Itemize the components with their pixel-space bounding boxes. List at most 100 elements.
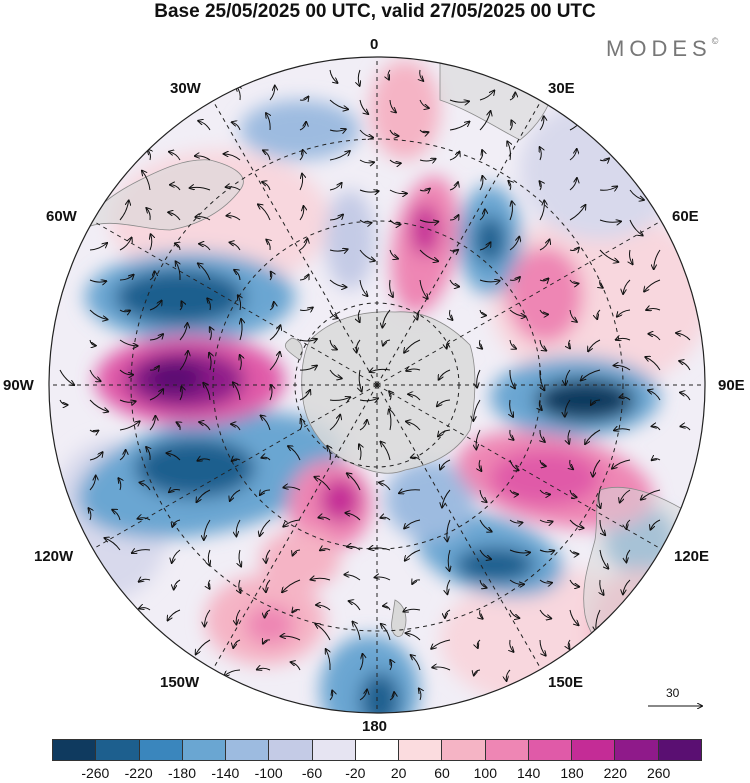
wind-vector-arrow [419, 99, 429, 108]
wind-vector-arrow [299, 339, 317, 341]
wind-vector-arrow [234, 270, 241, 281]
wind-vector-arrow [479, 579, 487, 588]
wind-vector-arrow [299, 97, 308, 101]
lon-label-120w: 120W [34, 548, 74, 565]
wind-vector-arrow [266, 579, 271, 592]
wind-vector-arrow [172, 549, 181, 563]
wind-vector-arrow [448, 549, 450, 571]
wind-vector-arrow [119, 450, 126, 461]
wind-vector-arrow [329, 129, 346, 131]
wind-vector-arrow [231, 424, 241, 431]
colorbar-swatch [614, 740, 658, 760]
wind-vector-arrow [599, 519, 605, 535]
wind-vector-arrow [539, 550, 554, 552]
meridian-line [92, 220, 378, 386]
wind-vector-arrow [569, 178, 577, 191]
wind-vector-arrow [370, 369, 391, 372]
wind-vector-arrow [419, 129, 428, 133]
wind-vector-arrow [359, 219, 371, 223]
wind-vector-arrow [89, 369, 101, 381]
wind-vector-arrow [119, 369, 133, 375]
wind-vector-arrow [405, 549, 421, 561]
wind-vector-arrow [149, 366, 159, 370]
wind-vector-arrow [299, 239, 307, 251]
wind-vector-arrow [89, 508, 91, 521]
colorbar-swatch [354, 740, 399, 760]
wind-vector-arrow [419, 689, 421, 701]
wind-vector-arrow [612, 459, 631, 469]
wind-vector-arrow [356, 339, 361, 353]
wind-vector-arrow [168, 609, 181, 620]
wind-vector-arrow [570, 459, 573, 469]
wind-vector-arrow [509, 579, 524, 584]
wind-vector-arrow [359, 279, 368, 296]
wind-vector-arrow [651, 519, 661, 530]
wind-vector-arrow [197, 459, 211, 461]
wind-vector-arrow [581, 369, 601, 380]
wind-vector-arrow [652, 426, 661, 431]
wind-vector-arrow [380, 517, 391, 521]
wind-vector-arrow [646, 309, 661, 311]
wind-vector-arrow [539, 579, 552, 583]
colorbar [52, 739, 702, 761]
wind-vector-arrow [266, 549, 271, 563]
latitude-circle [130, 138, 624, 632]
wind-vector-arrow [379, 483, 391, 491]
wind-vector-arrow [292, 609, 301, 612]
wind-vector-arrow [119, 400, 136, 402]
wind-vector-arrow [265, 609, 271, 618]
wind-vector-arrow [539, 116, 544, 131]
colorbar-swatch [398, 740, 442, 760]
wind-vector-arrow [641, 489, 661, 500]
colorbar-tick-label: 100 [473, 765, 498, 781]
wind-vector-arrow [599, 549, 608, 569]
wind-vector-arrow [299, 366, 317, 370]
wind-vector-arrow [139, 608, 151, 611]
wind-vector-arrow [479, 111, 491, 131]
wind-vector-arrow [569, 279, 578, 284]
colorbar-tick-label: 180 [560, 765, 584, 781]
wind-vector-arrow [146, 208, 150, 221]
wind-vector-arrow [680, 426, 691, 431]
wind-vector-arrow [89, 243, 107, 251]
wind-vector-arrow [445, 609, 451, 618]
wind-vector-arrow [569, 519, 584, 528]
colorbar-tick-label: -260 [81, 765, 110, 781]
reference-vector: 30 [646, 686, 706, 726]
wind-vector-arrow [404, 519, 421, 528]
wind-vector-arrow [539, 339, 546, 351]
wind-vector-arrow [479, 209, 485, 221]
wind-vector-arrow [389, 692, 394, 701]
wind-vector-arrow [326, 649, 330, 671]
wind-vector-arrow [227, 216, 241, 221]
wind-vector-arrow [480, 609, 483, 619]
wind-vector-arrow [210, 327, 212, 341]
wind-vector-arrow [569, 489, 577, 497]
wind-vector-arrow [283, 519, 301, 527]
wind-vector-arrow [539, 519, 553, 522]
wind-vector-arrow [359, 249, 375, 261]
wind-vector-arrow [89, 309, 107, 320]
wind-vector-arrow [318, 517, 331, 521]
wind-vector-arrow [569, 609, 579, 625]
colorbar-tick-label: -100 [254, 765, 283, 781]
wind-vector-arrow [149, 271, 155, 281]
wind-vector-arrow [540, 369, 544, 390]
colorbar-tick-label: 140 [516, 765, 541, 781]
meridian-line [376, 384, 542, 670]
colorbar-swatch [571, 740, 615, 760]
wind-vector-arrow [620, 397, 631, 401]
wind-vector-arrow [510, 399, 513, 417]
wind-vector-arrow [329, 339, 337, 350]
wind-vector-arrow [176, 261, 180, 281]
wind-vector-arrow [236, 519, 241, 536]
wind-vector-arrow [399, 490, 421, 494]
wind-vector-arrow [258, 204, 271, 221]
wind-vector-arrow [345, 513, 361, 521]
wind-vector-arrow [230, 489, 241, 501]
wind-vector-arrow [599, 220, 621, 222]
wind-vector-arrow [288, 446, 301, 461]
wind-vector-arrow [299, 308, 313, 311]
wind-vector-arrow [283, 487, 301, 491]
wind-vector-arrow [569, 579, 579, 587]
